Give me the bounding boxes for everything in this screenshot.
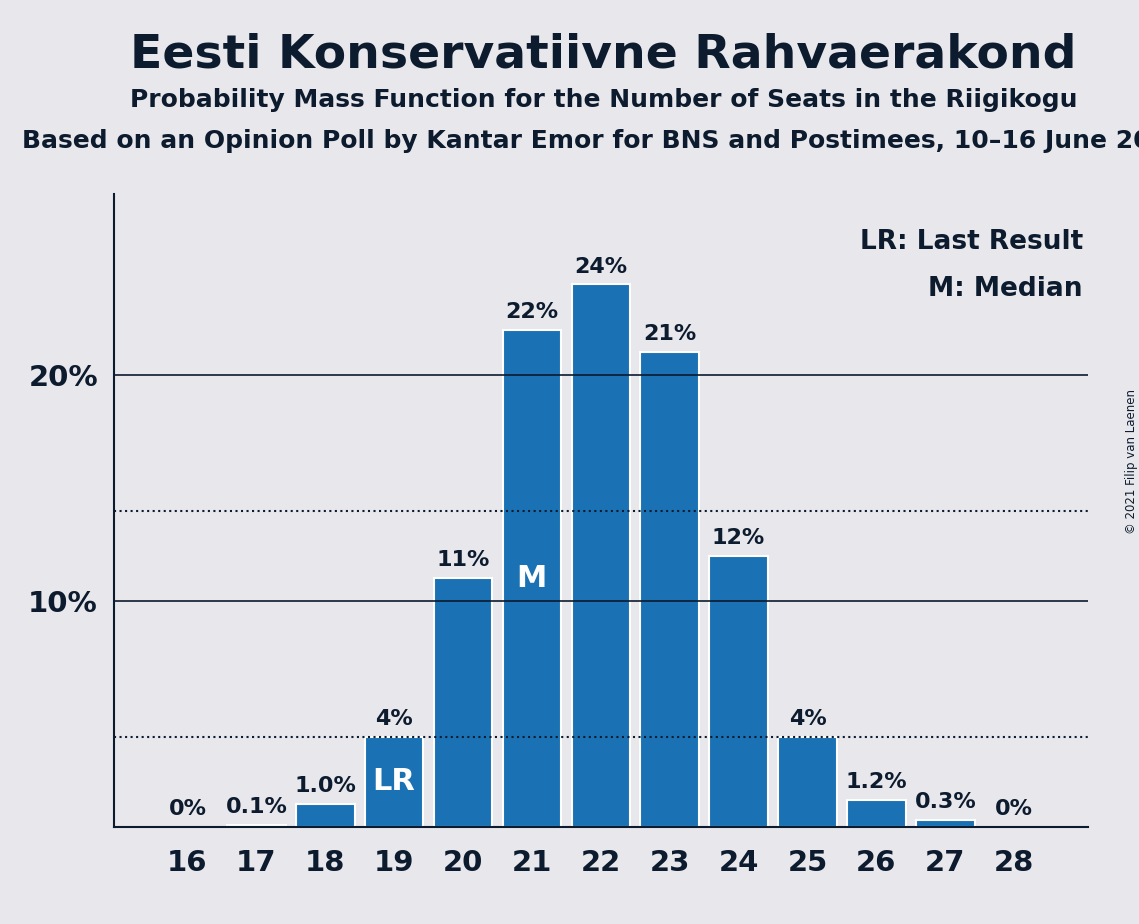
- Bar: [434, 578, 492, 827]
- Bar: [778, 736, 837, 827]
- Bar: [710, 555, 768, 827]
- Text: © 2021 Filip van Laenen: © 2021 Filip van Laenen: [1124, 390, 1138, 534]
- Text: M: M: [517, 564, 547, 593]
- Text: 22%: 22%: [506, 302, 558, 322]
- Text: 0.3%: 0.3%: [915, 792, 976, 812]
- Text: 11%: 11%: [436, 551, 490, 570]
- Bar: [296, 805, 354, 827]
- Bar: [640, 352, 699, 827]
- Text: 1.0%: 1.0%: [294, 776, 357, 796]
- Bar: [916, 821, 975, 827]
- Bar: [227, 825, 286, 827]
- Text: 0%: 0%: [995, 799, 1033, 819]
- Text: 1.2%: 1.2%: [845, 772, 908, 792]
- Bar: [847, 800, 906, 827]
- Text: LR: LR: [372, 767, 416, 796]
- Text: Eesti Konservatiivne Rahvaerakond: Eesti Konservatiivne Rahvaerakond: [131, 32, 1076, 78]
- Bar: [572, 285, 630, 827]
- Text: 24%: 24%: [574, 257, 628, 276]
- Text: 0.1%: 0.1%: [226, 796, 287, 817]
- Text: 0%: 0%: [169, 799, 206, 819]
- Text: Probability Mass Function for the Number of Seats in the Riigikogu: Probability Mass Function for the Number…: [130, 88, 1077, 112]
- Text: M: Median: M: Median: [928, 276, 1083, 302]
- Bar: [502, 330, 562, 827]
- Text: Based on an Opinion Poll by Kantar Emor for BNS and Postimees, 10–16 June 2021: Based on an Opinion Poll by Kantar Emor …: [22, 129, 1139, 153]
- Text: 21%: 21%: [644, 324, 696, 345]
- Bar: [364, 736, 424, 827]
- Text: 4%: 4%: [375, 709, 413, 729]
- Text: LR: Last Result: LR: Last Result: [860, 229, 1083, 255]
- Text: 4%: 4%: [788, 709, 827, 729]
- Text: 12%: 12%: [712, 528, 765, 548]
